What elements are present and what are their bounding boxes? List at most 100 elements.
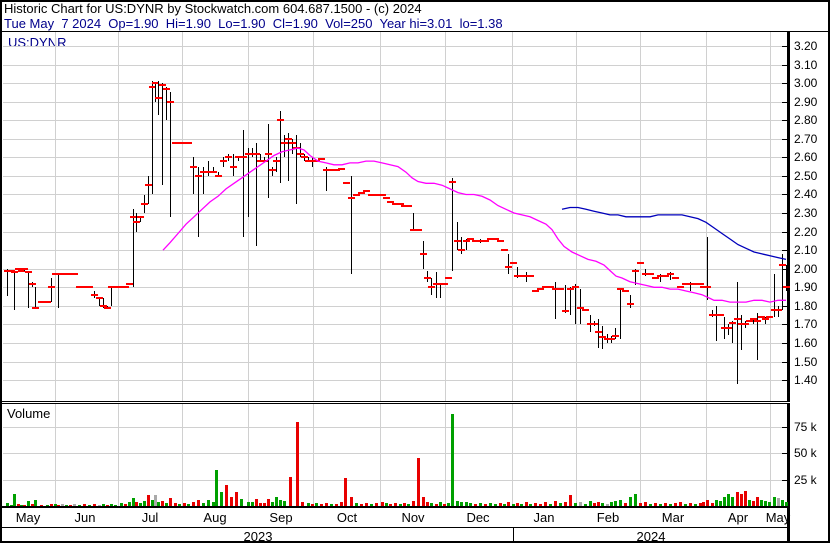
volume-bar — [469, 503, 472, 506]
price-bar-range — [256, 142, 257, 247]
volume-bar — [489, 503, 492, 506]
volume-bar — [157, 502, 160, 506]
price-bar-range — [35, 287, 36, 308]
volume-axis-label: 75 k — [794, 420, 817, 434]
volume-bar — [27, 501, 30, 506]
price-axis-label: 2.30 — [794, 206, 818, 220]
price-close-tick — [746, 319, 753, 322]
price-close-tick — [149, 85, 156, 88]
volume-bar — [283, 501, 286, 506]
volume-bar — [403, 503, 406, 506]
volume-bar — [69, 505, 72, 506]
volume-bar — [694, 504, 697, 506]
price-close-tick — [754, 319, 761, 322]
price-close-tick — [738, 323, 745, 326]
volume-bar — [689, 503, 692, 506]
price-bar-range — [786, 265, 787, 291]
price-close-tick — [71, 273, 78, 276]
price-gridline — [3, 232, 785, 233]
volume-bar — [723, 497, 726, 506]
volume-bar — [389, 504, 392, 506]
price-axis-tick — [782, 83, 787, 84]
price-axis-tick — [782, 306, 787, 307]
price-close-tick — [363, 189, 370, 192]
volume-bar — [147, 495, 150, 506]
volume-bar — [220, 492, 223, 506]
price-close-tick — [562, 310, 569, 313]
volume-bar — [684, 504, 687, 506]
price-close-tick — [667, 273, 674, 276]
volume-bar — [161, 501, 164, 506]
month-label: Feb — [596, 510, 620, 525]
price-close-tick — [133, 221, 140, 224]
price-close-tick — [713, 314, 720, 317]
price-bar-range — [598, 318, 599, 349]
month-gridline — [380, 404, 381, 506]
volume-bar — [606, 504, 609, 506]
volume-bar — [197, 500, 200, 506]
volume-bar — [629, 497, 632, 506]
volume-bar — [597, 502, 600, 506]
volume-bar — [13, 494, 16, 506]
volume-bar — [271, 502, 274, 506]
price-close-tick — [155, 97, 162, 99]
price-axis-label: 1.60 — [794, 336, 818, 350]
volume-bar — [230, 497, 233, 506]
volume-bar — [132, 498, 135, 506]
volume-bar — [23, 505, 26, 506]
price-close-tick — [766, 316, 773, 318]
volume-bar — [370, 504, 373, 506]
frame-border-left — [0, 0, 2, 543]
volume-bar — [674, 503, 677, 506]
volume-bar — [731, 497, 734, 506]
price-bar-range — [778, 305, 779, 317]
price-bar-range — [630, 294, 631, 308]
volume-bar — [447, 503, 450, 506]
price-bar-range — [111, 287, 112, 306]
price-close-tick — [293, 147, 300, 150]
volume-bar — [124, 504, 127, 506]
price-gridline — [3, 139, 785, 140]
price-close-tick — [627, 303, 634, 305]
month-gridline — [640, 404, 641, 506]
price-close-tick — [44, 301, 51, 304]
price-close-tick — [289, 141, 296, 144]
price-close-tick — [510, 262, 517, 265]
price-axis-label: 3.20 — [794, 39, 818, 53]
month-gridline — [313, 404, 314, 506]
price-close-tick — [313, 160, 320, 163]
volume-bar — [756, 497, 759, 506]
volume-bar — [279, 500, 282, 506]
price-bar-range — [140, 216, 141, 223]
price-axis-tick — [782, 194, 787, 195]
price-bar-range — [292, 138, 293, 154]
price-close-tick — [672, 277, 679, 279]
price-bar-range — [152, 81, 153, 195]
volume-bar — [534, 503, 537, 506]
price-close-tick — [463, 239, 470, 242]
volume-bar — [165, 503, 168, 506]
volume-bar — [706, 500, 709, 506]
month-gridline — [706, 404, 707, 506]
volume-bar — [340, 502, 343, 506]
price-bar-range — [58, 274, 59, 308]
volume-bar — [235, 492, 238, 506]
volume-bar — [451, 414, 454, 506]
price-gridline — [3, 269, 785, 270]
price-axis-label: 1.40 — [794, 373, 818, 387]
volume-bar — [474, 504, 477, 506]
month-gridline — [640, 32, 641, 401]
volume-bar — [456, 501, 459, 506]
price-close-tick — [118, 286, 125, 289]
volume-bar — [443, 504, 446, 506]
volume-bar — [93, 504, 96, 506]
price-close-tick — [697, 282, 704, 285]
price-close-tick — [415, 228, 422, 231]
price-close-tick — [729, 321, 736, 324]
price-axis-tick — [782, 232, 787, 233]
volume-bar — [311, 504, 314, 506]
price-gridline — [3, 83, 785, 84]
price-bar-range — [508, 253, 509, 275]
price-close-tick — [677, 286, 684, 289]
price-close-tick — [758, 316, 765, 318]
